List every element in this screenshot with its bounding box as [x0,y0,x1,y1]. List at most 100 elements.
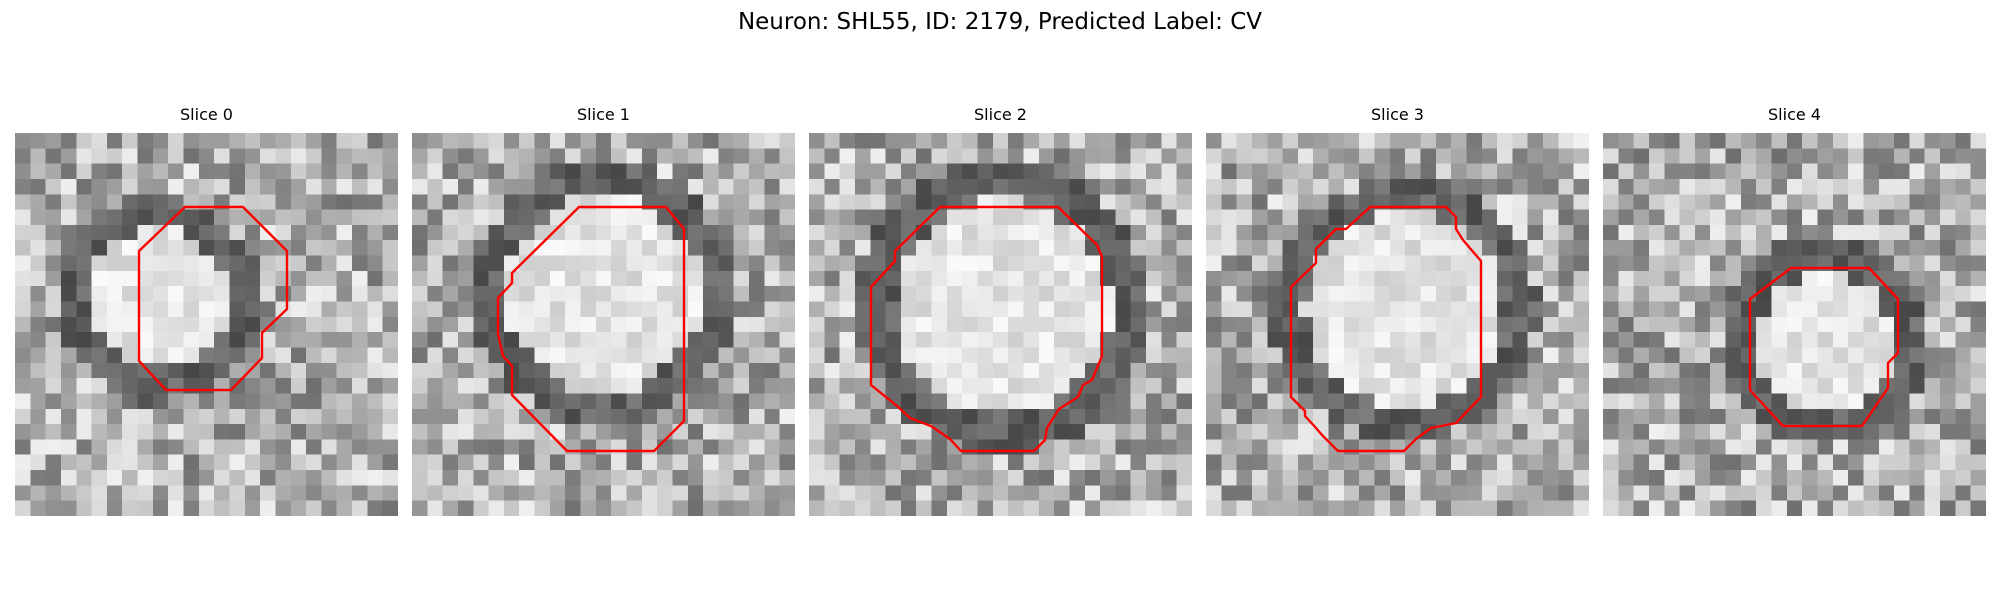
image-pixel [1176,332,1192,348]
image-pixel [260,424,276,440]
image-pixel [106,178,123,195]
image-pixel [1069,347,1086,364]
image-pixel [442,454,459,471]
image-pixel [412,209,428,226]
image-pixel [1161,362,1178,379]
image-pixel [321,393,338,410]
image-pixel [977,362,994,379]
image-pixel [1633,224,1650,241]
image-pixel [733,255,750,272]
image-pixel [1054,454,1070,471]
image-pixel [321,408,338,425]
image-pixel [1100,485,1116,502]
image-pixel [703,240,719,256]
image-pixel [534,332,551,348]
image-pixel [931,454,948,471]
image-pixel [1940,133,1956,149]
image-pixel [549,255,566,272]
image-pixel [198,424,215,440]
image-pixel [779,209,795,226]
image-pixel [1146,301,1162,318]
image-pixel [1497,485,1513,502]
image-pixel [1466,454,1483,471]
image-pixel [1603,178,1619,195]
image-pixel [137,240,154,256]
image-pixel [672,347,689,364]
image-pixel [1710,301,1726,318]
image-pixel [1054,163,1070,180]
image-pixel [854,485,871,502]
image-pixel [1130,408,1147,425]
image-pixel [1679,500,1696,516]
image-pixel [565,133,581,149]
image-pixel [1771,133,1788,149]
image-pixel [198,500,215,516]
image-pixel [122,362,138,379]
image-pixel [1832,148,1849,165]
image-pixel [1282,439,1299,456]
image-pixel [626,500,643,516]
image-pixel [687,316,704,333]
image-pixel [457,255,474,272]
image-pixel [76,133,92,149]
image-pixel [1512,301,1529,318]
image-pixel [733,163,750,180]
image-pixel [900,362,917,379]
image-pixel [1084,332,1101,348]
image-pixel [229,362,246,379]
image-pixel [1374,424,1391,440]
image-pixel [260,148,276,165]
image-pixel [1497,362,1513,379]
image-pixel [977,332,994,348]
image-pixel [900,178,917,195]
image-pixel [824,424,841,440]
image-pixel [1161,393,1178,410]
image-pixel [336,255,353,272]
image-pixel [1817,470,1834,486]
image-pixel [1940,362,1956,379]
image-pixel [1343,393,1360,410]
image-pixel [1740,270,1757,287]
image-pixel [1740,378,1757,394]
image-pixel [1115,163,1132,180]
image-pixel [1497,178,1513,195]
image-pixel [839,439,856,456]
image-pixel [503,163,520,180]
image-pixel [1618,270,1635,287]
image-pixel [703,148,719,165]
image-pixel [260,316,276,333]
image-pixel [1206,454,1222,471]
image-pixel [854,194,871,210]
image-pixel [1466,424,1483,440]
image-pixel [687,301,704,318]
image-pixel [1894,194,1910,210]
image-pixel [412,378,428,394]
image-pixel [1023,378,1040,394]
image-pixel [1146,148,1162,165]
image-pixel [809,255,825,272]
image-pixel [1497,347,1513,364]
image-pixel [870,194,886,210]
image-pixel [687,500,704,516]
image-pixel [580,270,597,287]
image-pixel [839,133,856,149]
image-pixel [45,424,62,440]
image-pixel [992,408,1009,425]
image-pixel [457,485,474,502]
image-pixel [687,439,704,456]
image-pixel [1940,255,1956,272]
image-pixel [427,270,444,287]
image-pixel [1221,224,1238,241]
image-pixel [1894,485,1910,502]
image-pixel [870,485,886,502]
image-pixel [519,485,535,502]
image-pixel [1405,470,1421,486]
image-pixel [60,194,77,210]
image-pixel [1130,163,1147,180]
image-pixel [1420,485,1437,502]
image-pixel [1435,163,1452,180]
image-pixel [931,378,948,394]
image-pixel [824,148,841,165]
image-pixel [352,240,368,256]
image-pixel [1756,408,1772,425]
